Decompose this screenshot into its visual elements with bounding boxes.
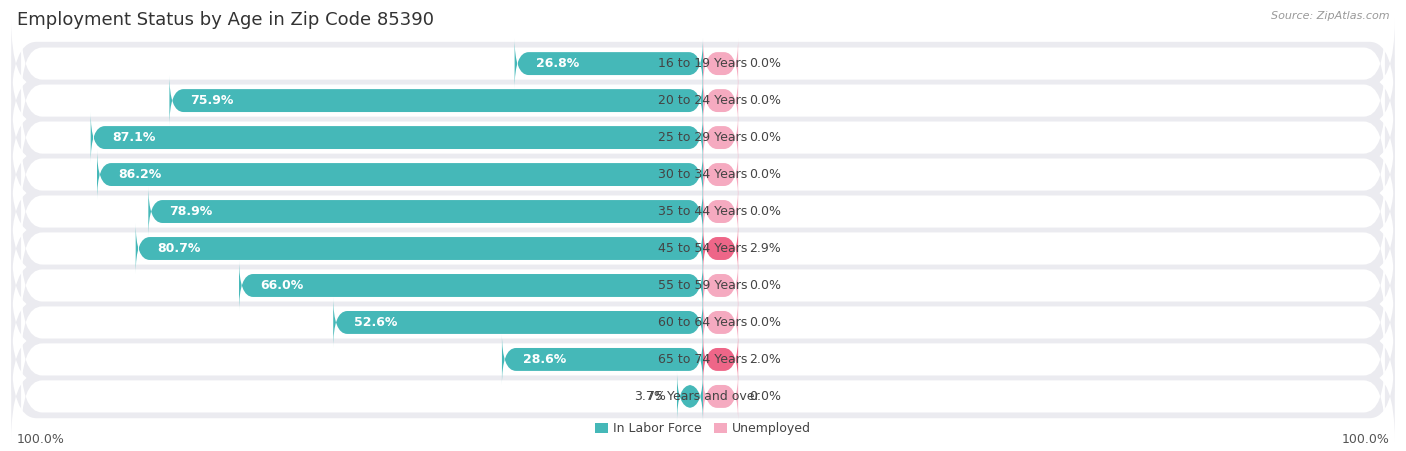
- Text: 2.0%: 2.0%: [749, 353, 782, 366]
- FancyBboxPatch shape: [333, 297, 703, 348]
- FancyBboxPatch shape: [11, 130, 1395, 219]
- FancyBboxPatch shape: [11, 315, 1395, 404]
- Text: 0.0%: 0.0%: [749, 168, 782, 181]
- Text: 75 Years and over: 75 Years and over: [647, 390, 759, 403]
- FancyBboxPatch shape: [703, 186, 738, 237]
- Text: 45 to 54 Years: 45 to 54 Years: [658, 242, 748, 255]
- FancyBboxPatch shape: [703, 75, 738, 126]
- Text: 0.0%: 0.0%: [749, 205, 782, 218]
- FancyBboxPatch shape: [239, 260, 703, 311]
- FancyBboxPatch shape: [11, 167, 1395, 256]
- Text: 0.0%: 0.0%: [749, 57, 782, 70]
- FancyBboxPatch shape: [703, 38, 738, 89]
- Text: 100.0%: 100.0%: [17, 433, 65, 446]
- FancyBboxPatch shape: [703, 112, 738, 163]
- FancyBboxPatch shape: [91, 112, 703, 163]
- Text: 26.8%: 26.8%: [536, 57, 579, 70]
- FancyBboxPatch shape: [11, 278, 1395, 367]
- Text: Source: ZipAtlas.com: Source: ZipAtlas.com: [1271, 11, 1389, 21]
- FancyBboxPatch shape: [703, 297, 738, 348]
- FancyBboxPatch shape: [703, 149, 738, 200]
- FancyBboxPatch shape: [703, 334, 738, 385]
- FancyBboxPatch shape: [21, 98, 1385, 177]
- Text: 35 to 44 Years: 35 to 44 Years: [658, 205, 748, 218]
- Text: Employment Status by Age in Zip Code 85390: Employment Status by Age in Zip Code 853…: [17, 11, 434, 29]
- Text: 25 to 29 Years: 25 to 29 Years: [658, 131, 748, 144]
- Text: 52.6%: 52.6%: [354, 316, 398, 329]
- Text: 78.9%: 78.9%: [169, 205, 212, 218]
- FancyBboxPatch shape: [703, 371, 738, 422]
- FancyBboxPatch shape: [97, 149, 703, 200]
- Text: 28.6%: 28.6%: [523, 353, 567, 366]
- FancyBboxPatch shape: [21, 246, 1385, 325]
- FancyBboxPatch shape: [11, 352, 1395, 441]
- FancyBboxPatch shape: [703, 223, 738, 274]
- Text: 0.0%: 0.0%: [749, 131, 782, 144]
- Text: 0.0%: 0.0%: [749, 390, 782, 403]
- Text: 3.7%: 3.7%: [634, 390, 666, 403]
- Text: 86.2%: 86.2%: [118, 168, 162, 181]
- FancyBboxPatch shape: [21, 24, 1385, 103]
- FancyBboxPatch shape: [11, 241, 1395, 330]
- Text: 20 to 24 Years: 20 to 24 Years: [658, 94, 748, 107]
- FancyBboxPatch shape: [21, 61, 1385, 140]
- FancyBboxPatch shape: [148, 186, 703, 237]
- FancyBboxPatch shape: [703, 260, 738, 311]
- Text: 60 to 64 Years: 60 to 64 Years: [658, 316, 748, 329]
- Text: 0.0%: 0.0%: [749, 94, 782, 107]
- FancyBboxPatch shape: [515, 38, 703, 89]
- Text: 16 to 19 Years: 16 to 19 Years: [658, 57, 748, 70]
- Text: 0.0%: 0.0%: [749, 316, 782, 329]
- FancyBboxPatch shape: [11, 93, 1395, 182]
- Text: 66.0%: 66.0%: [260, 279, 304, 292]
- FancyBboxPatch shape: [11, 19, 1395, 108]
- Text: 30 to 34 Years: 30 to 34 Years: [658, 168, 748, 181]
- FancyBboxPatch shape: [678, 371, 703, 422]
- Text: 75.9%: 75.9%: [190, 94, 233, 107]
- FancyBboxPatch shape: [21, 283, 1385, 362]
- FancyBboxPatch shape: [169, 75, 703, 126]
- Text: 2.9%: 2.9%: [749, 242, 782, 255]
- Text: 0.0%: 0.0%: [749, 279, 782, 292]
- Text: 55 to 59 Years: 55 to 59 Years: [658, 279, 748, 292]
- Text: 80.7%: 80.7%: [156, 242, 200, 255]
- Legend: In Labor Force, Unemployed: In Labor Force, Unemployed: [591, 417, 815, 440]
- FancyBboxPatch shape: [11, 204, 1395, 293]
- FancyBboxPatch shape: [11, 56, 1395, 145]
- FancyBboxPatch shape: [21, 172, 1385, 251]
- FancyBboxPatch shape: [21, 135, 1385, 214]
- FancyBboxPatch shape: [135, 223, 703, 274]
- Text: 65 to 74 Years: 65 to 74 Years: [658, 353, 748, 366]
- FancyBboxPatch shape: [21, 209, 1385, 288]
- Text: 87.1%: 87.1%: [112, 131, 155, 144]
- FancyBboxPatch shape: [502, 334, 703, 385]
- FancyBboxPatch shape: [21, 357, 1385, 436]
- FancyBboxPatch shape: [21, 320, 1385, 399]
- Text: 100.0%: 100.0%: [1341, 433, 1389, 446]
